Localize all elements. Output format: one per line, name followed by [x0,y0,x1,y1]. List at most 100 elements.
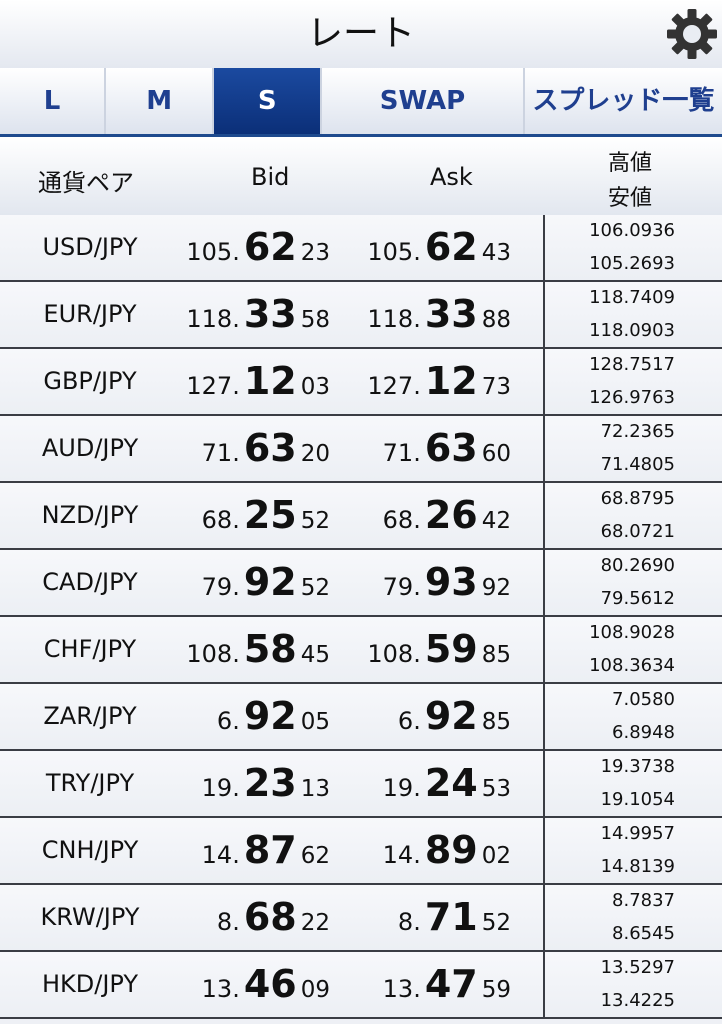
low-price: 71.4805 [600,454,675,475]
currency-pair: AUD/JPY [41,434,139,462]
bid-part: 20 [300,441,330,467]
ask-part: 63 [424,426,478,470]
bid-part: 13 [300,776,330,802]
settings-icon[interactable] [666,8,718,60]
rate-row[interactable]: GBP/JPY 127. 12 03 127. 12 73 128.7517 126.9763 [0,349,722,416]
rate-row[interactable]: CAD/JPY 79. 92 52 79. 93 92 80.2690 79.5612 [0,550,722,617]
rate-row[interactable]: KRW/JPY 8. 68 22 8. 71 52 8.7837 8.6545 [0,885,722,952]
ask-part: 105. [367,238,421,266]
bid-part: 6. [216,707,240,735]
bid-price: 8. 68 22 [160,895,330,945]
bid-part: 58 [300,307,330,333]
bid-part: 25 [243,493,297,537]
tab[interactable]: M [106,68,213,134]
currency-pair: GBP/JPY [43,367,137,395]
column-label: Ask [430,163,473,191]
bid-part: 127. [186,372,240,400]
ask-part: 33 [424,292,478,336]
low-price: 6.8948 [612,722,675,743]
bid-part: 62 [243,225,297,269]
high-price: 118.7409 [589,287,675,308]
rate-list: USD/JPY 105. 62 23 105. 62 43 106.0936 105.2693 E… [0,215,722,1019]
ask-part: 60 [481,441,511,467]
bid-part: 79. [201,573,240,601]
low-price: 118.0903 [589,320,675,341]
ask-part: 42 [481,508,511,534]
ask-part: 02 [481,843,511,869]
bid-part: 92 [243,560,297,604]
ask-part: 62 [424,225,478,269]
divider [543,215,545,280]
bid-part: 105. [186,238,240,266]
tab[interactable]: L [0,68,105,134]
high-price: 128.7517 [589,354,675,375]
bid-part: 19. [201,774,240,802]
low-price: 13.4225 [600,990,675,1011]
rate-row[interactable]: CNH/JPY 14. 87 62 14. 89 02 14.9957 14.8139 [0,818,722,885]
ask-price: 127. 12 73 [341,359,511,409]
rate-row[interactable]: ZAR/JPY 6. 92 05 6. 92 85 7.0580 6.8948 [0,684,722,751]
ask-part: 47 [424,962,478,1006]
currency-pair: TRY/JPY [45,769,135,797]
rate-row[interactable]: CHF/JPY 108. 58 45 108. 59 85 108.9028 108.3634 [0,617,722,684]
bid-part: 46 [243,962,297,1006]
tab[interactable]: S [214,68,321,134]
ask-part: 53 [481,776,511,802]
bid-part: 12 [243,359,297,403]
ask-part: 85 [481,709,511,735]
column-label: 高値 [608,151,653,176]
rate-row[interactable]: AUD/JPY 71. 63 20 71. 63 60 72.2365 71.4805 [0,416,722,483]
column-label: 通貨ペア [38,169,134,197]
column-header: 通貨ペア Bid Ask 高値 安値 [0,137,722,215]
bid-price: 79. 92 52 [160,560,330,610]
bid-price: 105. 62 23 [160,225,330,275]
ask-part: 85 [481,642,511,668]
currency-pair: CNH/JPY [41,836,139,864]
ask-part: 108. [367,640,421,668]
ask-part: 6. [397,707,421,735]
ask-part: 88 [481,307,511,333]
ask-price: 19. 24 53 [341,761,511,811]
divider [543,617,545,682]
bid-part: 33 [243,292,297,336]
bid-part: 52 [300,575,330,601]
currency-pair: NZD/JPY [41,501,139,529]
tab[interactable]: スプレッド一覧 [524,68,722,134]
bid-price: 108. 58 45 [160,627,330,677]
bid-part: 52 [300,508,330,534]
currency-pair: ZAR/JPY [43,702,137,730]
divider [543,282,545,347]
bid-part: 87 [243,828,297,872]
bid-price: 19. 23 13 [160,761,330,811]
ask-part: 8. [397,908,421,936]
header: レート [0,0,722,68]
rate-row[interactable]: EUR/JPY 118. 33 58 118. 33 88 118.7409 118.0903 [0,282,722,349]
bid-price: 118. 33 58 [160,292,330,342]
rate-row[interactable]: NZD/JPY 68. 25 52 68. 26 42 68.8795 68.0721 [0,483,722,550]
rate-row[interactable]: TRY/JPY 19. 23 13 19. 24 53 19.3738 19.1054 [0,751,722,818]
bid-part: 13. [201,975,240,1003]
low-price: 108.3634 [589,655,675,676]
divider [543,550,545,615]
bid-price: 6. 92 05 [160,694,330,744]
bid-price: 68. 25 52 [160,493,330,543]
high-price: 8.7837 [612,890,675,911]
high-price: 13.5297 [600,957,675,978]
rate-row[interactable]: USD/JPY 105. 62 23 105. 62 43 106.0936 105.2693 [0,215,722,282]
ask-price: 68. 26 42 [341,493,511,543]
ask-price: 14. 89 02 [341,828,511,878]
ask-part: 43 [481,240,511,266]
ask-part: 127. [367,372,421,400]
high-price: 106.0936 [589,220,675,241]
bid-part: 68 [243,895,297,939]
bid-part: 23 [243,761,297,805]
ask-part: 68. [382,506,421,534]
low-price: 79.5612 [600,588,675,609]
ask-part: 92 [481,575,511,601]
rate-row[interactable]: HKD/JPY 13. 46 09 13. 47 59 13.5297 13.4225 [0,952,722,1019]
divider [543,483,545,548]
ask-part: 92 [424,694,478,738]
bid-part: 22 [300,910,330,936]
tab[interactable]: SWAP [322,68,523,134]
currency-pair: HKD/JPY [41,970,139,998]
